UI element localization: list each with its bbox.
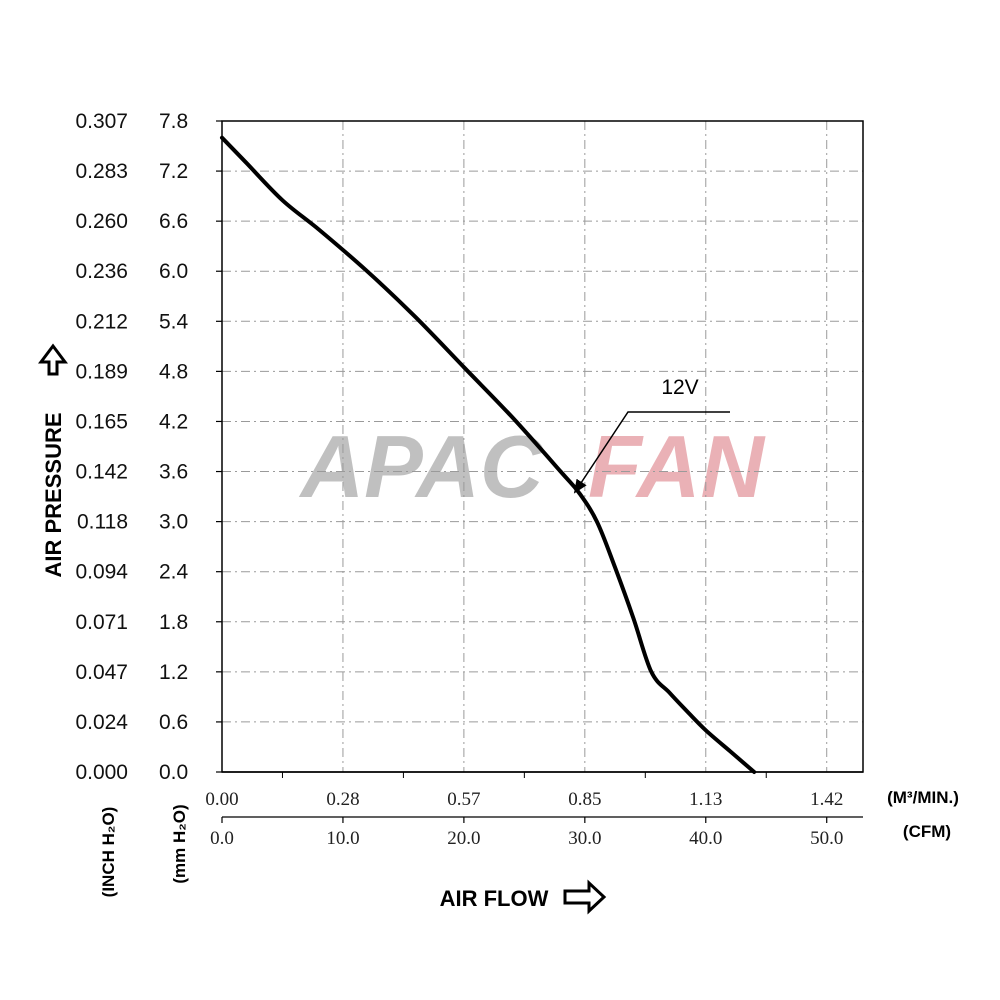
y-tick-mm: 4.8: [159, 360, 188, 383]
x-tick-cfm: 20.0: [447, 828, 480, 849]
y-tick-mm: 6.0: [159, 260, 188, 283]
y-axis-title: AIR PRESSURE: [38, 343, 68, 578]
y-tick-inch: 0.307: [75, 110, 128, 133]
x-tick-m3: 0.85: [568, 789, 601, 810]
y-tick-inch: 0.142: [75, 461, 128, 484]
x-tick-cfm: 50.0: [810, 828, 843, 849]
y-tick-mm: 0.0: [159, 761, 188, 784]
watermark: APAC FAN: [299, 417, 767, 516]
x-unit-m3: (M³/MIN.): [887, 788, 959, 807]
y-tick-inch: 0.047: [75, 661, 128, 684]
y-tick-inch: 0.024: [75, 711, 128, 734]
y-tick-mm: 1.8: [159, 611, 188, 634]
x-tick-m3: 1.42: [810, 789, 843, 810]
x-tick-m3: 1.13: [689, 789, 722, 810]
y-tick-inch: 0.212: [75, 310, 128, 333]
y-tick-mm: 3.6: [159, 461, 188, 484]
y-tick-mm: 6.6: [159, 210, 188, 233]
y-tick-mm: 1.2: [159, 661, 188, 684]
y-tick-inch: 0.283: [75, 160, 128, 183]
x-tick-m3: 0.00: [205, 789, 238, 810]
x-tick-m3: 0.28: [326, 789, 359, 810]
x-tick-m3: 0.57: [447, 789, 480, 810]
y-tick-inch: 0.260: [75, 210, 128, 233]
x-tick-cfm: 30.0: [568, 828, 601, 849]
watermark-text-2: FAN: [588, 417, 766, 516]
y-tick-mm: 0.6: [159, 711, 188, 734]
watermark-text-1: APAC: [299, 417, 545, 516]
annotation-arrow: [573, 411, 730, 494]
arrow-right-icon: [563, 879, 607, 915]
y-tick-inch: 0.071: [75, 611, 128, 634]
y-unit-mm: (mm H₂O): [170, 804, 189, 883]
y-tick-inch: 0.094: [75, 561, 128, 584]
y-tick-mm: 5.4: [159, 310, 189, 333]
annotation-label: 12V: [661, 376, 698, 399]
arrow-up-icon: [38, 343, 68, 376]
x-axis-label: AIR FLOW: [440, 886, 549, 911]
y-tick-mm: 7.8: [159, 110, 188, 133]
y-tick-inch: 0.165: [75, 410, 128, 433]
y-tick-inch: 0.236: [75, 260, 128, 283]
x-tick-cfm: 0.0: [210, 828, 234, 849]
y-tick-mm: 2.4: [159, 561, 189, 584]
y-axis-label: AIR PRESSURE: [41, 412, 66, 577]
x-tick-cfm: 40.0: [689, 828, 722, 849]
annotation-12v: 12V: [573, 376, 730, 494]
x-axis-title: AIR FLOW: [440, 879, 607, 915]
x-tick-cfm: 10.0: [326, 828, 359, 849]
y-tick-inch: 0.000: [75, 761, 128, 784]
y-tick-inch: 0.189: [75, 360, 128, 383]
y-tick-mm: 4.2: [159, 410, 188, 433]
grid: [222, 121, 863, 772]
y-tick-mm: 3.0: [159, 511, 188, 534]
y-unit-inch: (INCH H₂O): [99, 807, 118, 898]
y-tick-inch: 0.118: [77, 511, 128, 534]
tick-labels: 0.0 0.000 0.6 0.024 1.2 0.047 1.8 0.071 2.4 0.094…: [75, 110, 863, 849]
x-unit-cfm: (CFM): [903, 822, 951, 841]
y-tick-mm: 7.2: [159, 160, 188, 183]
